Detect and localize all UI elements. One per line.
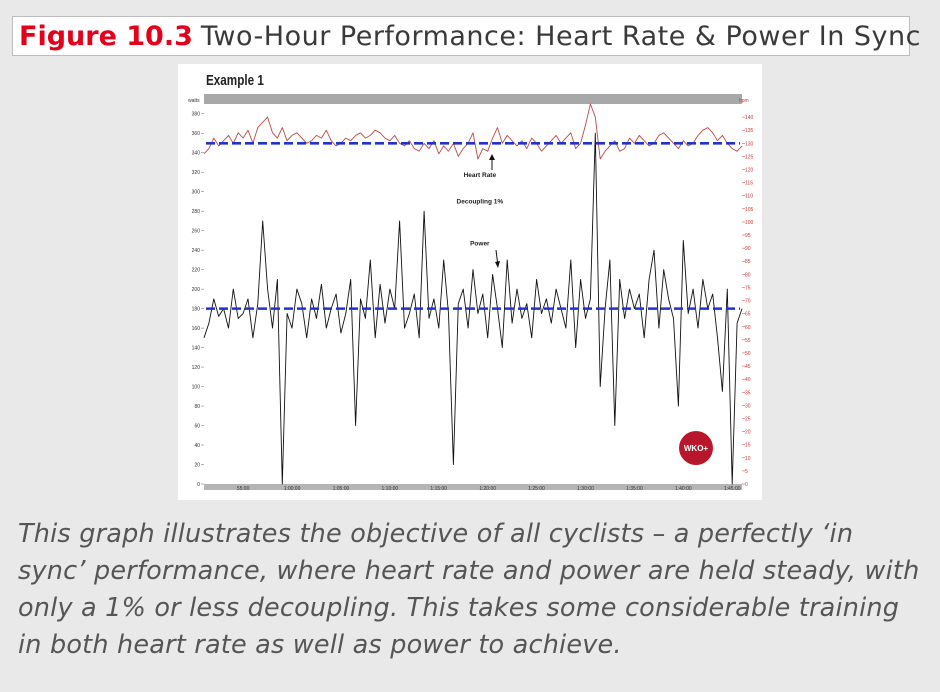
y-left-tick-label: 160 bbox=[192, 326, 201, 332]
x-tick-label: 1:45:00 bbox=[724, 486, 741, 492]
y-right-tick-label: 95 bbox=[745, 233, 751, 239]
y-right-tick-label: 70 bbox=[745, 299, 751, 305]
y-left-tick-label: 100 bbox=[192, 385, 201, 391]
x-ticks: 55:00 1:00:00 1:05:00 1:10:00 1:15:00 1:20:00… bbox=[237, 486, 741, 492]
y-right-tick-label: 50 bbox=[745, 351, 751, 357]
x-tick-label: 1:40:00 bbox=[675, 486, 692, 492]
y-right-tick-label: 10 bbox=[745, 456, 751, 462]
y-left-tick-label: 40 bbox=[194, 443, 200, 449]
heart-rate-arrowhead bbox=[489, 154, 495, 160]
y-right-tick-label: 5 bbox=[745, 469, 748, 475]
x-tick-label: 1:25:00 bbox=[528, 486, 545, 492]
y-right-tick-label: 130 bbox=[745, 141, 754, 147]
y-right-tick-label: 80 bbox=[745, 272, 751, 278]
chart-svg: Example 1 watts bpm 02040608010012014016… bbox=[188, 72, 754, 492]
y-left-tick-label: 240 bbox=[192, 248, 201, 254]
x-tick-label: 1:15:00 bbox=[430, 486, 447, 492]
y-right-tick-label: 35 bbox=[745, 390, 751, 396]
y-left-unit-label: watts bbox=[188, 98, 200, 104]
y-right-unit-label: bpm bbox=[739, 98, 749, 104]
y-left-tick-label: 80 bbox=[194, 404, 200, 410]
y-right-tick-label: 60 bbox=[745, 325, 751, 331]
chart-bottom-band bbox=[204, 484, 742, 490]
y-left-tick-label: 280 bbox=[192, 209, 201, 215]
y-left-tick-label: 360 bbox=[192, 131, 201, 137]
y-right-tick-label: 55 bbox=[745, 338, 751, 344]
y-right-tick-label: 85 bbox=[745, 259, 751, 265]
x-tick-label: 1:20:00 bbox=[479, 486, 496, 492]
y-right-tick-label: 65 bbox=[745, 312, 751, 318]
figure-label: Figure 10.3 bbox=[19, 20, 193, 52]
y-left-tick-label: 300 bbox=[192, 190, 201, 196]
y-right-tick-label: 120 bbox=[745, 168, 754, 174]
y-left-tick-label: 340 bbox=[192, 151, 201, 157]
y-right-tick-label: 105 bbox=[745, 207, 754, 213]
figure-title: Two-Hour Performance: Heart Rate & Power… bbox=[200, 20, 921, 52]
chart-panel: Example 1 watts bpm 0 20 40 60 80 100 120 140 16… bbox=[178, 64, 762, 500]
wko-logo-circle bbox=[679, 431, 713, 465]
y-right-tick-label: 90 bbox=[745, 246, 751, 252]
y-right-tick-label: 140 bbox=[745, 115, 754, 121]
x-tick-label: 1:00:00 bbox=[284, 486, 301, 492]
y-right-ticks: 0 5 10 15 20 25 30 35 40 45 50 55 60 65 70 75 80 85 90 95 10… bbox=[742, 115, 754, 488]
annotation-label: Power bbox=[470, 240, 490, 247]
figure-title-bar: Figure 10.3 Two-Hour Performance: Heart … bbox=[12, 16, 920, 56]
y-left-tick-label: 320 bbox=[192, 170, 201, 176]
y-left-tick-label: 140 bbox=[192, 346, 201, 352]
y-right-tick-label: 0 bbox=[745, 482, 748, 488]
wko-logo-text: WKO+ bbox=[684, 444, 709, 453]
plot-area bbox=[204, 104, 742, 484]
x-tick-label: 1:10:00 bbox=[382, 486, 399, 492]
y-left-tick-label: 260 bbox=[192, 229, 201, 235]
chart-title: Example 1 bbox=[206, 72, 264, 89]
y-right-tick-label: 100 bbox=[745, 220, 754, 226]
y-left-tick-label: 120 bbox=[192, 365, 201, 371]
x-tick-label: 1:35:00 bbox=[626, 486, 643, 492]
y-left-tick-label: 60 bbox=[194, 424, 200, 430]
annotation-label: Decoupling 1% bbox=[457, 198, 504, 205]
y-left-tick-label: 0 bbox=[197, 482, 200, 488]
y-right-tick-label: 115 bbox=[745, 181, 753, 187]
power-arrowhead bbox=[495, 261, 500, 268]
y-left-tick-label: 380 bbox=[192, 112, 201, 118]
y-right-tick-label: 135 bbox=[745, 128, 754, 134]
y-right-tick-label: 30 bbox=[745, 403, 751, 409]
y-right-tick-label: 75 bbox=[745, 285, 751, 291]
y-right-tick-label: 45 bbox=[745, 364, 751, 370]
y-right-tick-label: 25 bbox=[745, 416, 751, 422]
annotation-label: Heart Rate bbox=[464, 172, 497, 179]
annotations: Heart Rate Decoupling 1% Power bbox=[457, 154, 504, 268]
reference-lines bbox=[206, 142, 740, 310]
chart-top-band bbox=[204, 94, 742, 104]
y-right-tick-label: 125 bbox=[745, 154, 754, 160]
x-tick-label: 1:05:00 bbox=[333, 486, 350, 492]
y-left-tick-label: 180 bbox=[192, 307, 201, 313]
y-right-tick-label: 110 bbox=[745, 194, 753, 200]
y-right-tick-label: 40 bbox=[745, 377, 751, 383]
x-tick-label: 1:30:00 bbox=[577, 486, 594, 492]
y-left-tick-label: 20 bbox=[194, 463, 200, 469]
wko-logo: WKO+ bbox=[679, 431, 713, 465]
y-left-ticks: 0 20 40 60 80 100 120 140 160 180 200 220 240 260 280 3… bbox=[192, 112, 204, 488]
power-line bbox=[203, 132, 743, 485]
x-tick-label: 55:00 bbox=[237, 486, 250, 492]
y-left-tick-label: 200 bbox=[192, 287, 201, 293]
figure-caption: This graph illustrates the objective of … bbox=[18, 519, 920, 660]
y-left-tick-label: 220 bbox=[192, 268, 201, 274]
y-right-tick-label: 20 bbox=[745, 430, 751, 436]
y-right-tick-label: 15 bbox=[745, 443, 751, 449]
